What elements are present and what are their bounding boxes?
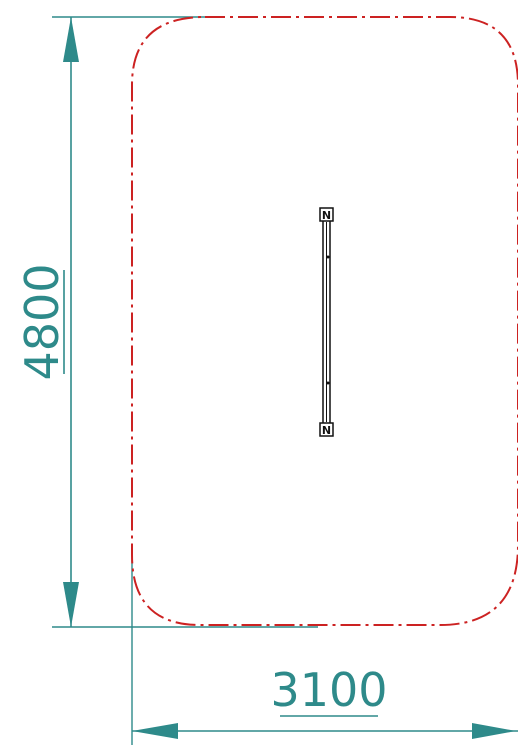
- height-dimension-label-group: 4800: [15, 263, 69, 380]
- bottom-marker-icon: N: [319, 422, 334, 437]
- top-marker-label: N: [322, 209, 331, 222]
- height-arrow-bottom-icon: [63, 582, 79, 627]
- height-dimension-label: 4800: [15, 263, 69, 380]
- width-dimension-label: 3100: [270, 663, 387, 717]
- part-rail-dot-bottom: [326, 381, 330, 385]
- bottom-marker-label: N: [322, 424, 331, 437]
- width-arrow-right-icon: [472, 723, 516, 739]
- height-arrow-top-icon: [63, 17, 79, 62]
- top-marker-icon: N: [319, 207, 334, 222]
- part-rail-dot-top: [326, 255, 330, 259]
- safety-zone-boundary: [131, 16, 518, 626]
- width-arrow-left-icon: [132, 723, 178, 739]
